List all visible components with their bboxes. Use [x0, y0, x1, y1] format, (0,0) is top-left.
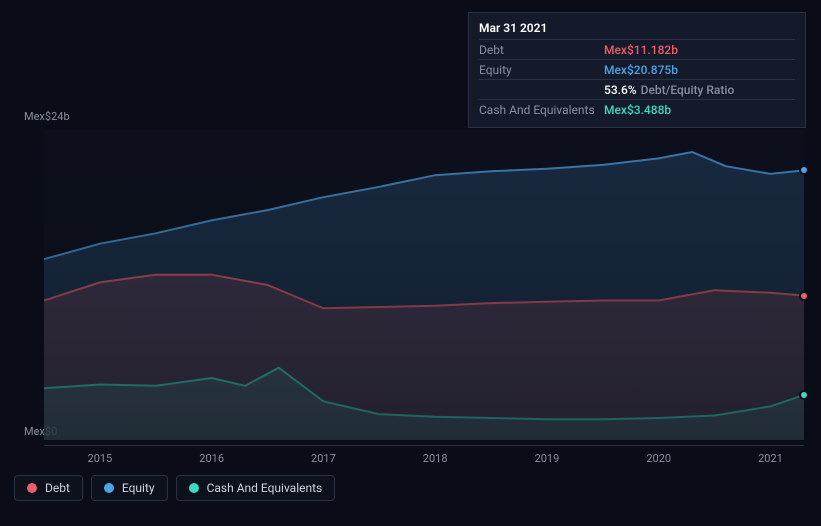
plot-background	[44, 130, 804, 440]
x-tick: 2019	[535, 452, 560, 465]
tooltip-date: Mar 31 2021	[479, 19, 795, 39]
ratio-value: 53.6%	[604, 83, 637, 97]
tooltip-row-equity: Equity Mex$20.875b	[479, 59, 795, 79]
tooltip-row-debt: Debt Mex$11.182b	[479, 39, 795, 59]
legend-item-equity[interactable]: Equity	[91, 475, 168, 501]
series-end-marker-debt	[799, 291, 809, 301]
series-end-marker-equity	[799, 165, 809, 175]
legend-dot-icon	[27, 483, 37, 493]
y-axis-label-top: Mex$24b	[24, 110, 70, 123]
x-tick: 2017	[311, 452, 336, 465]
tooltip-row-cash: Cash And Equivalents Mex$3.488b	[479, 99, 795, 119]
x-tick: 2020	[646, 452, 671, 465]
legend-dot-icon	[104, 483, 114, 493]
series-end-marker-cash	[799, 390, 809, 400]
tooltip-label: Cash And Equivalents	[479, 103, 604, 117]
tooltip-value: Mex$3.488b	[604, 103, 671, 117]
tooltip-value: Mex$20.875b	[604, 63, 678, 77]
legend-label: Equity	[122, 481, 155, 495]
tooltip-value: 53.6% Debt/Equity Ratio	[604, 83, 734, 97]
tooltip-label: Debt	[479, 43, 604, 57]
legend-item-debt[interactable]: Debt	[14, 475, 83, 501]
legend-label: Cash And Equivalents	[207, 481, 323, 495]
legend: Debt Equity Cash And Equivalents	[14, 475, 335, 501]
x-tick: 2021	[758, 452, 783, 465]
tooltip-panel: Mar 31 2021 Debt Mex$11.182b Equity Mex$…	[468, 12, 806, 128]
legend-label: Debt	[45, 481, 70, 495]
tooltip-value: Mex$11.182b	[604, 43, 678, 57]
tooltip-label	[479, 83, 604, 97]
plot-region[interactable]	[44, 130, 804, 440]
legend-item-cash[interactable]: Cash And Equivalents	[176, 475, 336, 501]
x-tick: 2016	[199, 452, 224, 465]
tooltip-row-ratio: 53.6% Debt/Equity Ratio	[479, 79, 795, 99]
x-axis: 2015 2016 2017 2018 2019 2020 2021	[44, 445, 804, 465]
chart-area: Mex$24b Mex$0 20152016201720182019202020…	[14, 115, 806, 475]
ratio-unit: Debt/Equity Ratio	[641, 83, 735, 97]
tooltip-label: Equity	[479, 63, 604, 77]
x-tick: 2015	[88, 452, 113, 465]
x-tick: 2018	[423, 452, 448, 465]
legend-dot-icon	[189, 483, 199, 493]
